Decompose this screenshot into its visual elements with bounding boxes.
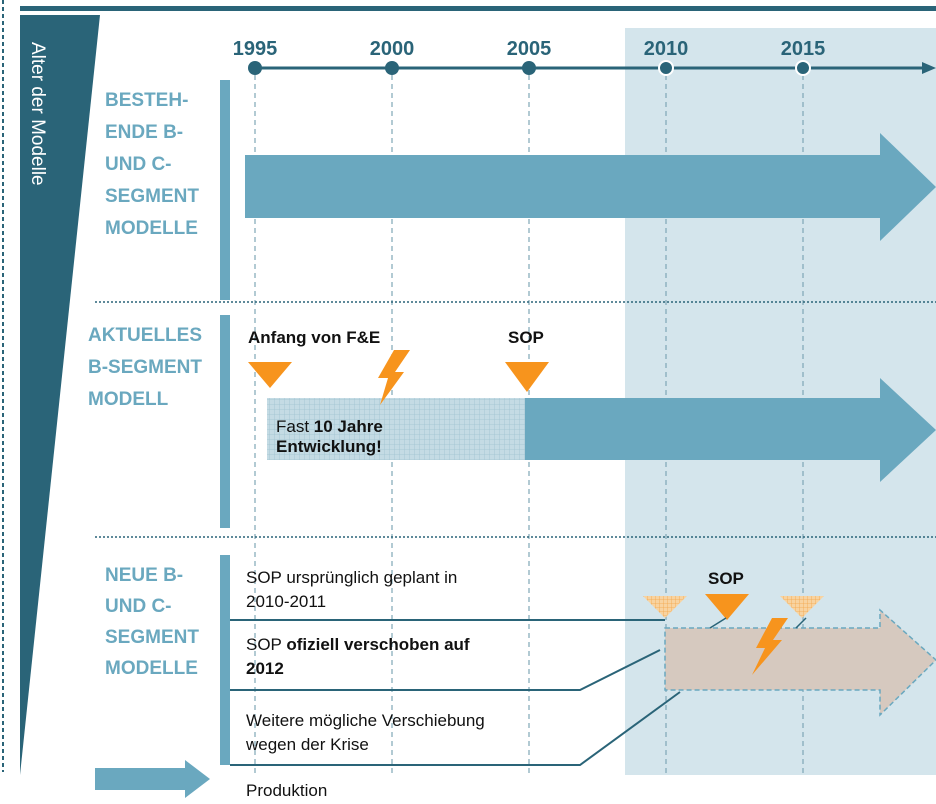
production-arrow [245, 133, 936, 241]
development-box [267, 398, 525, 460]
legend-arrow [95, 760, 210, 798]
lightning [378, 350, 410, 405]
section-label: SEGMENT [105, 627, 199, 648]
section-label: ENDE B- [105, 122, 183, 143]
age-wedge [20, 15, 100, 775]
milestone [505, 362, 549, 392]
section-label: NEUE B- [105, 565, 183, 586]
year-dot [522, 61, 536, 75]
section-label: UND C- [105, 154, 172, 175]
section-label: AKTUELLES [88, 325, 202, 346]
note: SOP ofiziell verschoben auf [246, 635, 470, 654]
label: SOP [508, 328, 544, 347]
section-bar [220, 80, 230, 300]
timeline-arrow [922, 62, 936, 74]
year-dot [248, 61, 262, 75]
year-label: 2000 [370, 38, 415, 60]
note-text: ofiziell verschoben auf [286, 635, 470, 654]
section-label: BESTEH- [105, 90, 188, 111]
section-bar [220, 555, 230, 765]
note: 2012 [246, 659, 284, 678]
note: Weitere mögliche Verschiebung [246, 711, 485, 730]
section-label: MODELLE [105, 218, 198, 239]
leader [230, 691, 681, 766]
note: Fast 10 Jahre [276, 417, 383, 436]
year-dot [795, 60, 811, 76]
note: 2010-2011 [246, 592, 326, 611]
year-label: 2015 [781, 38, 826, 60]
year-label: 1995 [233, 38, 278, 60]
note-text: Fast [276, 417, 314, 436]
leader [795, 617, 807, 629]
leader [709, 617, 727, 629]
production-arrow [525, 378, 936, 482]
milestone-planned [780, 596, 824, 618]
lightning [752, 618, 788, 675]
top-bar [20, 6, 936, 11]
section-label: MODELLE [105, 658, 198, 679]
note: Entwicklung! [276, 437, 382, 456]
section-labels: BESTEH- ENDE B- UND C- SEGMENT MODELLE AKTUEL… [88, 90, 202, 679]
year-dot [658, 60, 674, 76]
leader [230, 649, 661, 691]
note: wegen der Krise [245, 735, 369, 754]
year-label: 2005 [507, 38, 552, 60]
note-text: 10 Jahre [314, 417, 383, 436]
section-label: UND C- [105, 596, 172, 617]
note: SOP ursprünglich geplant in [246, 568, 457, 587]
section-label: SEGMENT [105, 186, 199, 207]
label: SOP [708, 569, 744, 588]
years: 1995 2000 2005 2010 2015 [233, 38, 826, 775]
section-bar [220, 315, 230, 528]
milestone [705, 594, 749, 620]
year-label: 2010 [644, 38, 689, 60]
section-label: MODELL [88, 389, 169, 410]
label: Anfang von F&E [248, 328, 380, 347]
milestone [248, 362, 292, 388]
section-label: B-SEGMENT [88, 357, 202, 378]
note-text: SOP [246, 635, 286, 654]
milestone-planned [643, 596, 687, 618]
legend-label: Produktion [246, 781, 327, 800]
year-dot [385, 61, 399, 75]
side-label: Alter der Modelle [27, 42, 48, 186]
planned-arrow [664, 608, 936, 717]
